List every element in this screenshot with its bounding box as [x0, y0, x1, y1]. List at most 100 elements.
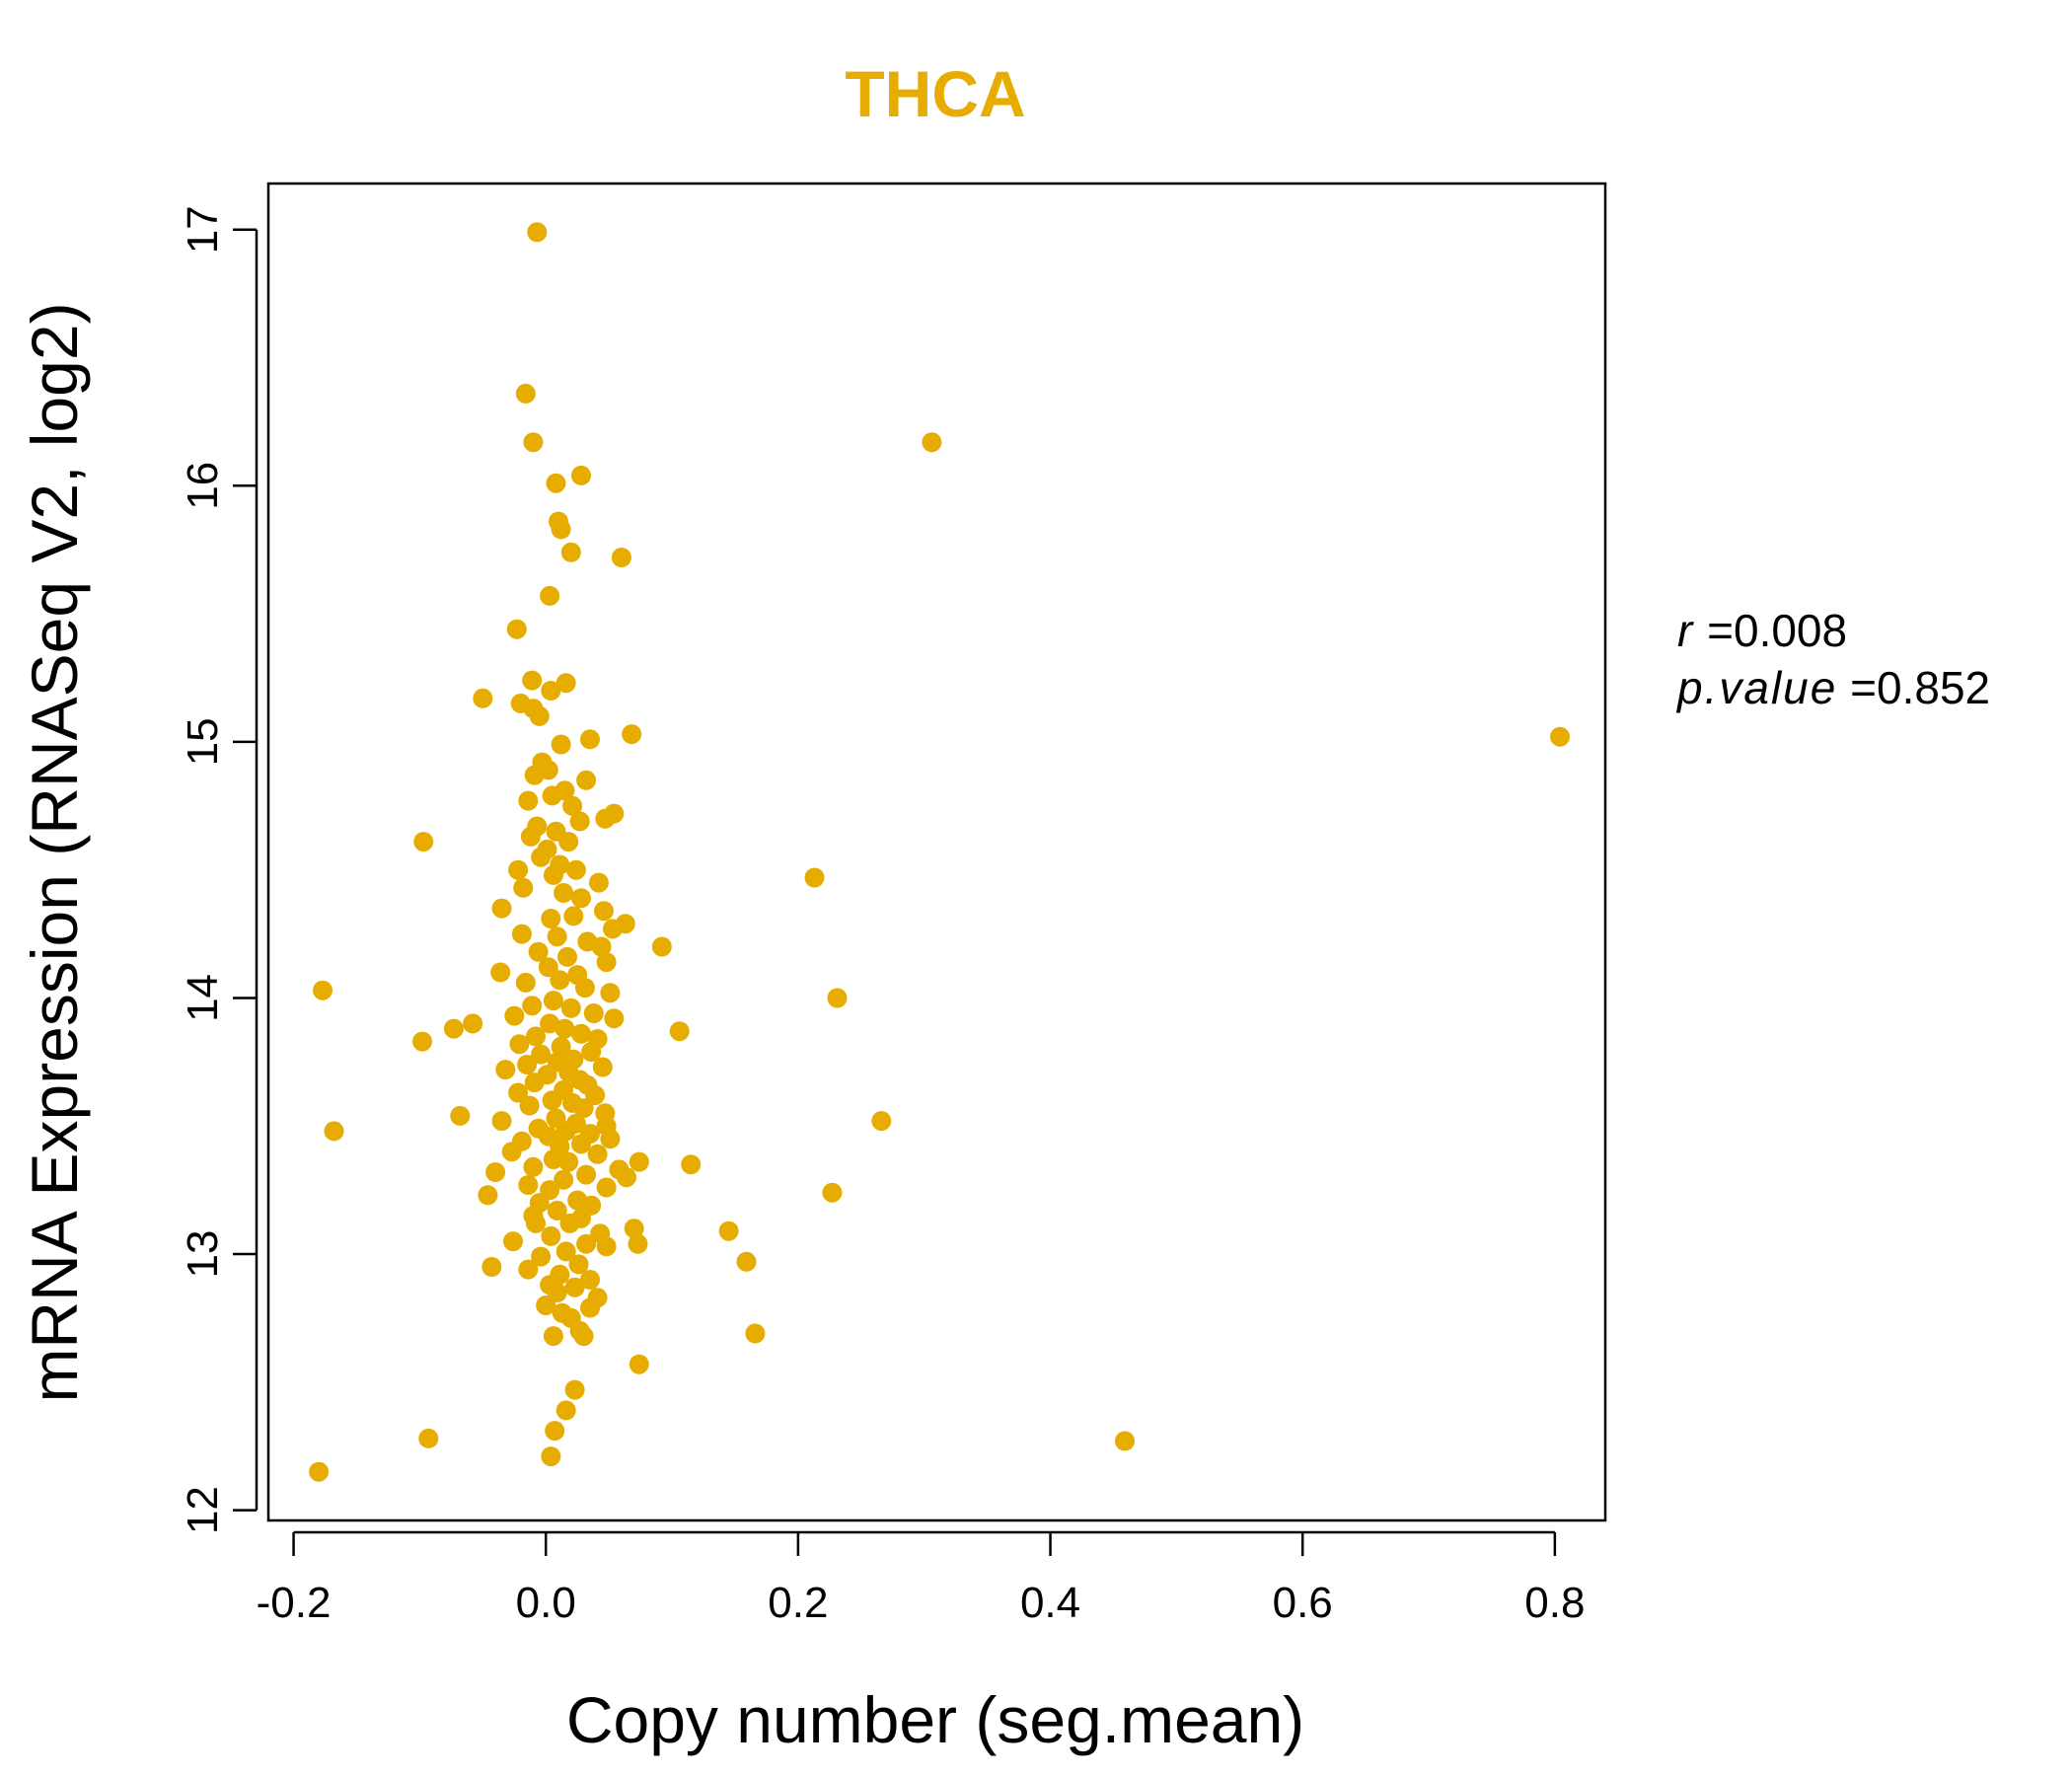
- data-point-69: [600, 983, 621, 1003]
- data-point-126: [629, 1151, 649, 1172]
- data-point-10: [506, 619, 527, 639]
- x-tick-label-0: -0.2: [257, 1579, 332, 1627]
- x-axis-label: Copy number (seg.mean): [566, 1683, 1304, 1756]
- data-point-152: [503, 1231, 523, 1252]
- data-point-68: [313, 980, 333, 1000]
- data-point-28: [562, 795, 583, 816]
- data-point-55: [547, 926, 567, 947]
- data-point-20: [551, 734, 571, 755]
- x-tick-label-4: 0.6: [1273, 1579, 1333, 1627]
- x-tick-label-1: 0.0: [516, 1579, 576, 1627]
- data-point-0: [527, 222, 548, 243]
- data-point-13: [541, 681, 561, 701]
- x-tick-label-2: 0.2: [768, 1579, 828, 1627]
- data-point-43: [804, 867, 825, 888]
- data-point-175: [745, 1323, 766, 1344]
- data-point-49: [594, 901, 614, 922]
- data-point-78: [540, 1013, 560, 1034]
- data-point-54: [511, 924, 532, 944]
- data-point-63: [490, 962, 511, 983]
- p-value: 0.852: [1877, 662, 1991, 713]
- data-point-81: [669, 1021, 690, 1042]
- data-point-105: [519, 1095, 540, 1116]
- data-point-66: [515, 972, 536, 993]
- data-point-14: [473, 688, 493, 708]
- data-point-9: [540, 585, 560, 606]
- data-point-153: [628, 1233, 648, 1254]
- data-point-76: [604, 1008, 625, 1029]
- data-point-128: [681, 1154, 702, 1175]
- data-point-8: [611, 548, 631, 567]
- data-point-159: [568, 1254, 589, 1275]
- data-point-59: [528, 941, 549, 962]
- data-point-131: [485, 1162, 506, 1182]
- data-point-41: [508, 859, 529, 880]
- data-point-80: [443, 1018, 464, 1039]
- data-point-165: [564, 1277, 585, 1297]
- data-point-57: [591, 936, 612, 957]
- data-point-156: [555, 1241, 576, 1262]
- data-point-27: [518, 790, 539, 811]
- data-point-125: [543, 1149, 563, 1169]
- data-point-136: [596, 1177, 617, 1198]
- data-point-31: [569, 811, 590, 832]
- data-point-168: [536, 1295, 556, 1315]
- data-point-157: [531, 1246, 552, 1267]
- data-point-2: [523, 432, 544, 453]
- data-point-182: [541, 1446, 561, 1467]
- data-point-174: [573, 1326, 594, 1347]
- data-point-60: [557, 946, 577, 967]
- y-tick-label-4: 16: [179, 462, 227, 510]
- data-point-34: [520, 826, 541, 847]
- y-tick-label-3: 15: [179, 717, 227, 766]
- data-point-1: [515, 383, 536, 404]
- plot-frame: [266, 182, 1607, 1522]
- data-point-3: [571, 465, 591, 485]
- data-point-184: [922, 432, 942, 453]
- data-point-135: [518, 1175, 539, 1195]
- data-point-139: [478, 1185, 498, 1206]
- data-point-183: [309, 1461, 330, 1482]
- data-point-160: [481, 1257, 502, 1277]
- data-point-72: [522, 996, 543, 1016]
- data-point-161: [518, 1259, 539, 1280]
- data-point-83: [526, 1026, 546, 1047]
- x-tick-label-5: 0.8: [1524, 1579, 1585, 1627]
- data-point-173: [543, 1326, 563, 1347]
- data-point-70: [827, 988, 848, 1008]
- data-point-129: [523, 1156, 544, 1177]
- data-point-166: [547, 1283, 567, 1302]
- data-point-30: [595, 808, 616, 829]
- data-point-103: [542, 1090, 562, 1111]
- data-point-89: [531, 1044, 552, 1065]
- data-point-45: [513, 877, 534, 898]
- data-point-123: [501, 1142, 522, 1162]
- data-point-58: [651, 936, 672, 957]
- data-point-116: [324, 1121, 344, 1142]
- data-point-73: [560, 998, 581, 1018]
- data-point-19: [580, 729, 600, 750]
- data-point-134: [554, 1169, 574, 1190]
- data-point-65: [550, 970, 570, 991]
- data-point-133: [617, 1167, 636, 1188]
- data-point-132: [576, 1164, 597, 1185]
- chart-title: THCA: [845, 57, 1025, 130]
- data-point-94: [495, 1060, 516, 1080]
- p-equals: =: [1850, 662, 1877, 713]
- data-point-158: [736, 1251, 757, 1272]
- data-point-38: [531, 847, 552, 867]
- r-value: 0.008: [1733, 605, 1848, 656]
- y-tick-label-0: 12: [179, 1486, 227, 1534]
- data-point-40: [565, 859, 586, 880]
- data-point-93: [592, 1057, 613, 1077]
- data-points: [309, 222, 1570, 1482]
- data-point-155: [596, 1236, 617, 1257]
- p-label: p.value: [1677, 662, 1838, 713]
- y-tick-label-1: 13: [179, 1230, 227, 1279]
- data-point-35: [558, 832, 579, 852]
- data-point-24: [576, 770, 597, 790]
- r-stat: r =0.008: [1677, 602, 1990, 659]
- data-point-149: [718, 1221, 739, 1241]
- y-tick-label-5: 17: [179, 205, 227, 254]
